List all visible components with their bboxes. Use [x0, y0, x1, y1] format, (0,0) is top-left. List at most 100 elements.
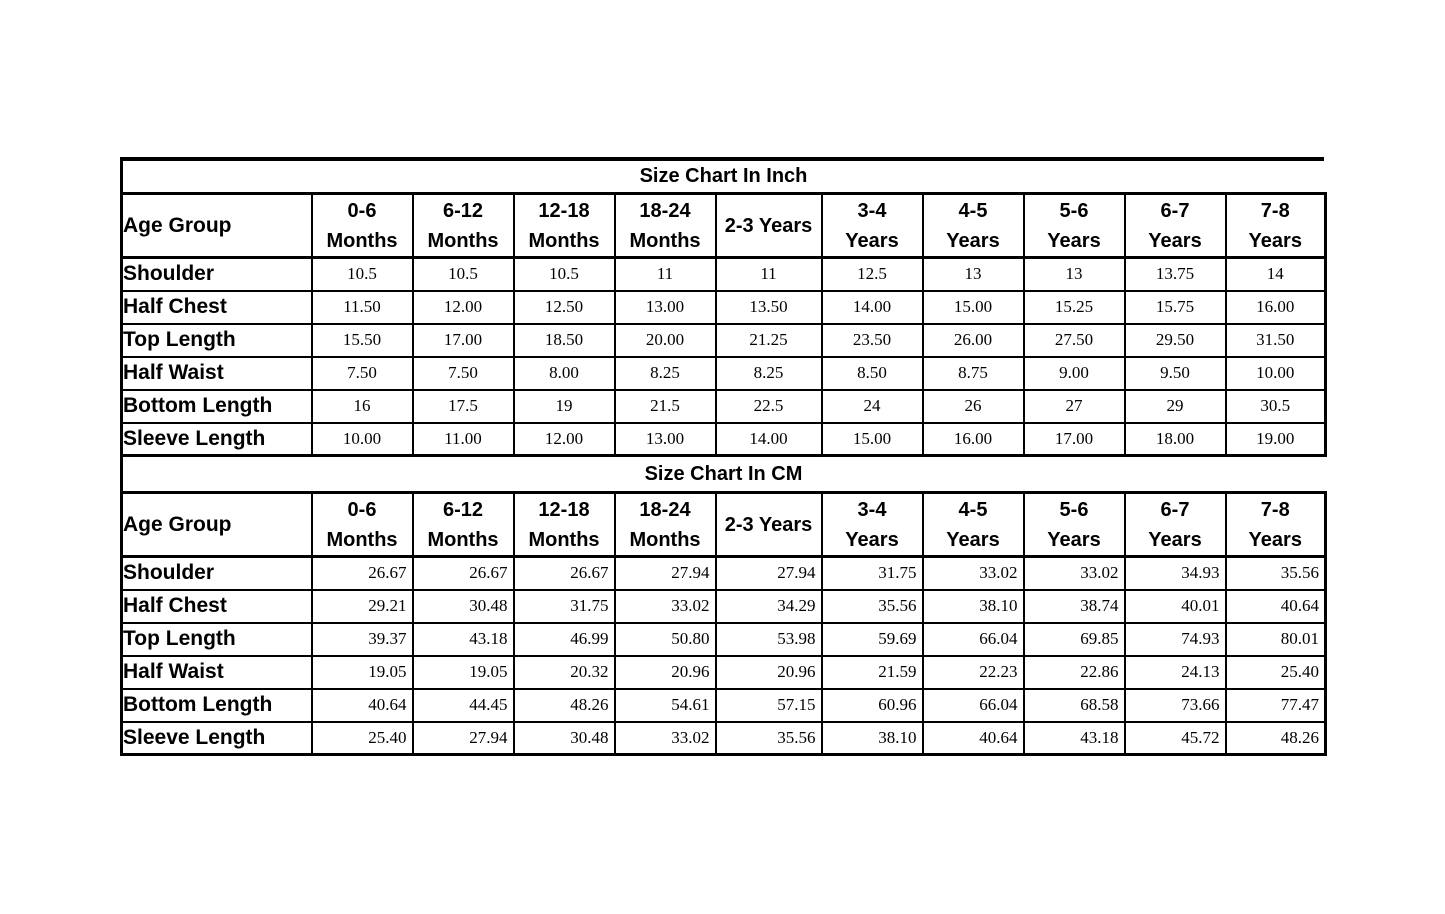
value-cell: 12.00: [512, 421, 616, 457]
row-label: Shoulder: [120, 555, 313, 591]
column-header: 7-8 Years: [1224, 192, 1327, 259]
column-header: 4-5 Years: [921, 491, 1025, 558]
column-header-line: 0-6: [347, 498, 377, 521]
value-cell: 30.48: [411, 588, 515, 624]
value-cell: 15.00: [820, 421, 924, 457]
column-header: 6-12 Months: [411, 491, 515, 558]
column-header-row: Age Group 0-6 Months 6-12 Months 12-18 Months 1…: [120, 491, 1327, 558]
value-cell: 23.50: [820, 322, 924, 358]
value-cell: 38.74: [1022, 588, 1126, 624]
column-header-line: 5-6: [1059, 498, 1089, 521]
value-cell: 21.59: [820, 654, 924, 690]
column-header-line: 3-4: [857, 199, 887, 222]
column-header-line: 6-7: [1160, 498, 1190, 521]
column-header: 0-6 Months: [310, 192, 414, 259]
value-cell: 8.50: [820, 355, 924, 391]
value-cell: 14: [1224, 256, 1327, 292]
value-cell: 31.75: [512, 588, 616, 624]
size-table-inch: Age Group 0-6 Months 6-12 Months 12-18 Months 1…: [120, 192, 1327, 457]
row-label: Half Chest: [120, 289, 313, 325]
value-cell: 26.67: [310, 555, 414, 591]
value-cell: 15.75: [1123, 289, 1227, 325]
column-header-line: 7-8: [1260, 498, 1290, 521]
value-cell: 25.40: [310, 720, 414, 756]
value-cell: 20.96: [613, 654, 717, 690]
table-row: Sleeve Length 10.00 11.00 12.00 13.00 14.00 15…: [120, 421, 1327, 457]
size-chart-inch-section: Size Chart In Inch Age Group 0-6 Months 6-1…: [120, 157, 1327, 457]
value-cell: 66.04: [921, 621, 1025, 657]
value-cell: 20.32: [512, 654, 616, 690]
value-cell: 11.50: [310, 289, 414, 325]
column-header-line: 5-6: [1059, 199, 1089, 222]
table-row: Bottom Length 40.64 44.45 48.26 54.61 57.15 60…: [120, 687, 1327, 723]
row-label: Half Chest: [120, 588, 313, 624]
value-cell: 57.15: [714, 687, 823, 723]
value-cell: 25.40: [1224, 654, 1327, 690]
column-header-line: 18-24: [639, 199, 691, 222]
column-header-line: 2-3 Years: [724, 513, 813, 536]
value-cell: 59.69: [820, 621, 924, 657]
column-header-line: Years: [1148, 528, 1202, 551]
table-row: Half Chest 29.21 30.48 31.75 33.02 34.29 35.56…: [120, 588, 1327, 624]
value-cell: 13.00: [613, 289, 717, 325]
value-cell: 8.25: [714, 355, 823, 391]
column-header-line: Years: [845, 229, 899, 252]
value-cell: 40.64: [310, 687, 414, 723]
table-row: Top Length 15.50 17.00 18.50 20.00 21.25 23.50…: [120, 322, 1327, 358]
value-cell: 17.00: [1022, 421, 1126, 457]
value-cell: 13: [921, 256, 1025, 292]
size-chart-cm-title: Size Chart In CM: [120, 457, 1324, 491]
value-cell: 77.47: [1224, 687, 1327, 723]
value-cell: 17.00: [411, 322, 515, 358]
value-cell: 35.56: [1224, 555, 1327, 591]
value-cell: 17.5: [411, 388, 515, 424]
column-header-line: 3-4: [857, 498, 887, 521]
value-cell: 53.98: [714, 621, 823, 657]
row-label: Sleeve Length: [120, 421, 313, 457]
column-header-line: 12-18: [538, 199, 590, 222]
column-header: 5-6 Years: [1022, 192, 1126, 259]
value-cell: 22.86: [1022, 654, 1126, 690]
table-row: Half Waist 7.50 7.50 8.00 8.25 8.25 8.50 8.75 9.…: [120, 355, 1327, 391]
value-cell: 48.26: [1224, 720, 1327, 756]
row-label: Bottom Length: [120, 388, 313, 424]
column-header-line: Years: [845, 528, 899, 551]
value-cell: 33.02: [613, 588, 717, 624]
column-header-line: Months: [528, 229, 600, 252]
value-cell: 26.67: [411, 555, 515, 591]
value-cell: 19.05: [411, 654, 515, 690]
value-cell: 21.5: [613, 388, 717, 424]
value-cell: 9.50: [1123, 355, 1227, 391]
value-cell: 38.10: [820, 720, 924, 756]
value-cell: 16: [310, 388, 414, 424]
value-cell: 7.50: [411, 355, 515, 391]
column-header-line: 4-5: [958, 498, 988, 521]
column-header-line: 2-3 Years: [724, 214, 813, 237]
value-cell: 45.72: [1123, 720, 1227, 756]
row-label: Bottom Length: [120, 687, 313, 723]
column-header-line: Years: [1047, 229, 1101, 252]
column-header: 18-24 Months: [613, 192, 717, 259]
row-label: Half Waist: [120, 654, 313, 690]
value-cell: 30.48: [512, 720, 616, 756]
value-cell: 26: [921, 388, 1025, 424]
column-header-line: 7-8: [1260, 199, 1290, 222]
value-cell: 14.00: [820, 289, 924, 325]
value-cell: 60.96: [820, 687, 924, 723]
value-cell: 21.25: [714, 322, 823, 358]
value-cell: 27.94: [613, 555, 717, 591]
value-cell: 15.25: [1022, 289, 1126, 325]
value-cell: 48.26: [512, 687, 616, 723]
value-cell: 19: [512, 388, 616, 424]
table-row: Shoulder 10.5 10.5 10.5 11 11 12.5 13 13 13.75 14: [120, 256, 1327, 292]
column-header-line: 18-24: [639, 498, 691, 521]
value-cell: 26.67: [512, 555, 616, 591]
value-cell: 31.50: [1224, 322, 1327, 358]
value-cell: 11: [613, 256, 717, 292]
table-row: Half Waist 19.05 19.05 20.32 20.96 20.96 21.59…: [120, 654, 1327, 690]
value-cell: 9.00: [1022, 355, 1126, 391]
age-group-header: Age Group: [120, 491, 313, 558]
column-header-line: Months: [427, 528, 499, 551]
column-header: 3-4 Years: [820, 192, 924, 259]
value-cell: 80.01: [1224, 621, 1327, 657]
